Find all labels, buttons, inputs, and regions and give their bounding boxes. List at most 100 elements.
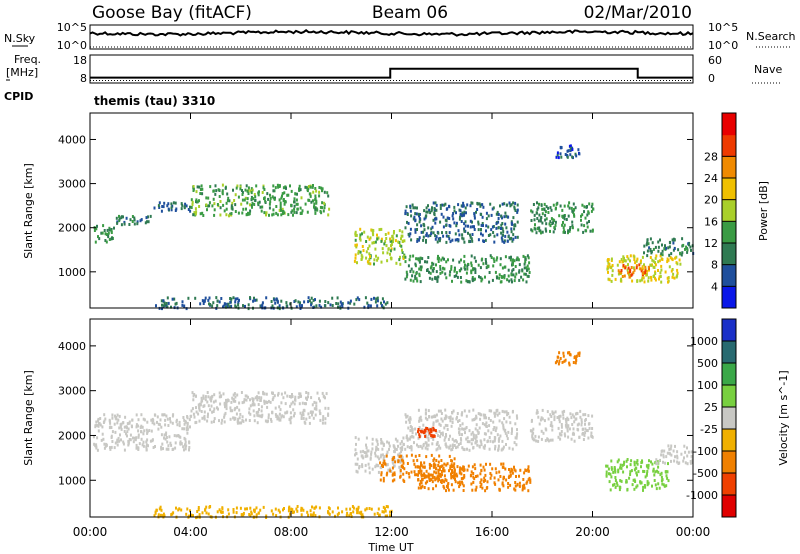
data-cell — [260, 409, 263, 413]
colorbar-segment — [722, 178, 736, 201]
data-cell — [199, 302, 202, 306]
data-cell — [118, 214, 120, 218]
data-cell — [448, 205, 451, 209]
data-cell — [359, 227, 362, 231]
data-cell — [384, 233, 387, 236]
data-cell — [577, 148, 580, 152]
data-cell — [321, 189, 324, 193]
data-cell — [129, 438, 132, 442]
data-cell — [211, 410, 214, 414]
data-cell — [217, 407, 219, 411]
data-cell — [201, 187, 204, 191]
data-cell — [368, 466, 371, 470]
data-cell — [513, 441, 516, 445]
data-cell — [160, 445, 163, 449]
data-cell — [638, 263, 641, 267]
data-cell — [569, 153, 572, 157]
data-cell — [172, 413, 175, 417]
data-cell — [125, 216, 128, 220]
data-cell — [441, 431, 444, 435]
data-cell — [260, 304, 263, 308]
data-cell — [497, 448, 500, 452]
data-cell — [297, 300, 300, 304]
data-cell — [370, 228, 373, 232]
data-cell — [458, 419, 461, 422]
data-cell — [318, 186, 321, 189]
data-cell — [432, 459, 435, 462]
data-cell — [226, 192, 229, 196]
data-cell — [254, 298, 257, 302]
data-cell — [180, 442, 183, 446]
data-cell — [349, 512, 352, 516]
data-cell — [471, 418, 474, 422]
data-cell — [310, 410, 313, 414]
data-cell — [306, 189, 309, 193]
data-cell — [635, 266, 638, 270]
data-cell — [304, 202, 307, 206]
data-cell — [360, 513, 363, 517]
data-cell — [368, 471, 371, 475]
data-cell — [551, 410, 554, 414]
data-cell — [322, 394, 325, 398]
data-cell — [257, 201, 260, 205]
data-cell — [654, 461, 657, 465]
data-cell — [629, 463, 632, 467]
data-cell — [384, 514, 387, 518]
data-cell — [400, 458, 403, 462]
data-cell — [296, 207, 299, 211]
data-cell — [412, 206, 415, 210]
data-cell — [198, 419, 201, 423]
data-cell — [505, 478, 508, 482]
data-cell — [181, 427, 184, 431]
data-cell — [315, 207, 318, 211]
data-cell — [659, 254, 662, 258]
data-cell — [481, 277, 484, 281]
data-cell — [450, 424, 453, 428]
data-cell — [403, 239, 406, 243]
data-cell — [461, 433, 463, 437]
data-cell — [478, 445, 481, 449]
data-cell — [438, 256, 440, 260]
data-cell — [232, 399, 235, 403]
data-cell — [402, 257, 405, 260]
data-cell — [514, 201, 517, 205]
data-cell — [453, 269, 456, 273]
data-cell — [356, 261, 358, 265]
data-cell — [201, 192, 204, 196]
data-cell — [484, 473, 487, 477]
data-cell — [303, 420, 306, 424]
data-cell — [492, 257, 495, 261]
data-cell — [471, 465, 474, 469]
data-cell — [379, 478, 382, 482]
data-cell — [657, 269, 659, 272]
data-cell — [365, 240, 368, 243]
data-cell — [498, 276, 501, 280]
data-cell — [452, 464, 455, 468]
data-cell — [411, 431, 414, 435]
data-cell — [379, 455, 382, 459]
data-cell — [573, 439, 576, 443]
data-cell — [296, 202, 299, 206]
data-cell — [515, 434, 518, 438]
data-cell — [443, 469, 446, 473]
data-cell — [142, 417, 145, 421]
ytick-label: 1000 — [58, 266, 86, 279]
data-cell — [588, 426, 591, 430]
data-cell — [363, 451, 366, 454]
data-cell — [514, 209, 517, 212]
data-cell — [383, 455, 386, 459]
data-cell — [448, 231, 451, 235]
data-cell — [654, 263, 657, 267]
data-cell — [291, 511, 294, 514]
data-cell — [610, 466, 613, 470]
data-cell — [118, 414, 121, 418]
data-cell — [260, 405, 263, 409]
data-cell — [407, 232, 410, 236]
date-title: 02/Mar/2010 — [584, 3, 692, 23]
data-cell — [201, 511, 204, 515]
data-cell — [477, 222, 480, 226]
data-cell — [229, 406, 232, 410]
data-cell — [463, 254, 466, 258]
data-cell — [310, 303, 313, 307]
data-cell — [307, 412, 310, 416]
